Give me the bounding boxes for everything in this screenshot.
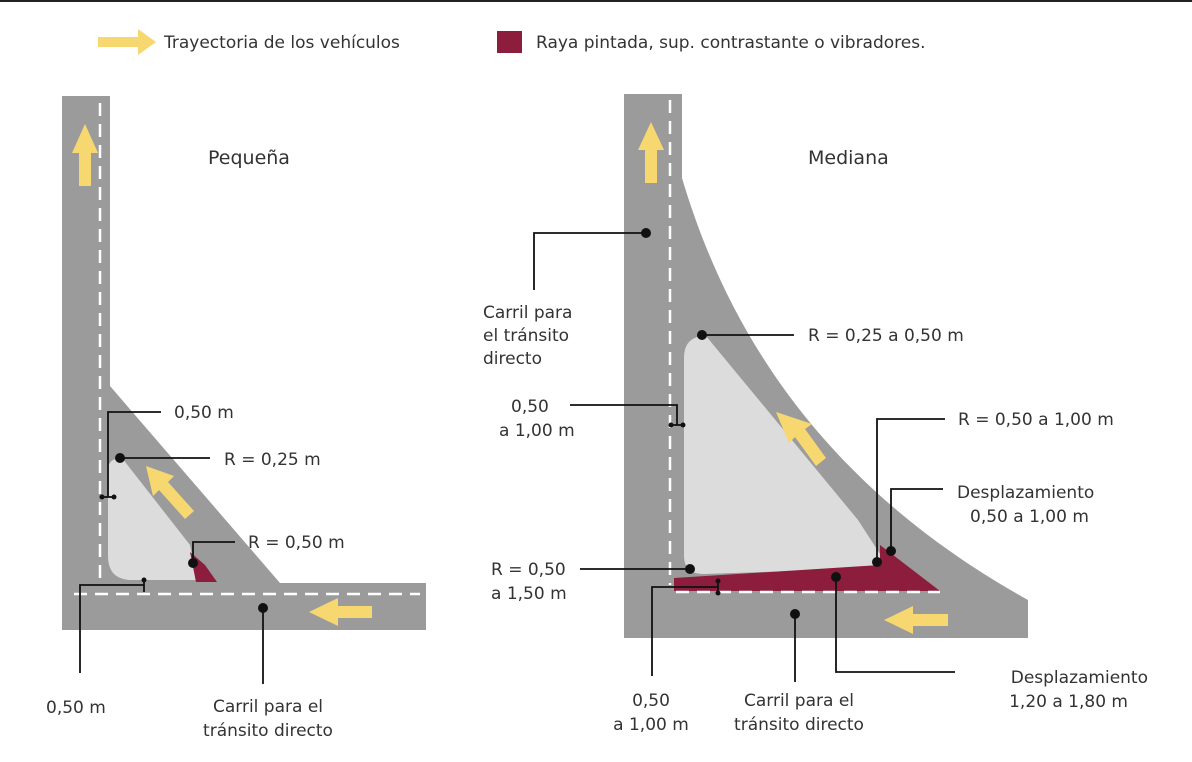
- medium-radius-top-label: R = 0,25 a 0,50 m: [808, 326, 964, 346]
- small-offset-dot-left: [99, 494, 105, 500]
- medium-offset-left-line1: 0,50: [511, 397, 549, 417]
- medium-displacement-right-line2: 0,50 a 1,00 m: [970, 507, 1089, 527]
- medium-radius-bottom-line2: a 1,50 m: [491, 584, 567, 604]
- top-rule: [0, 0, 1192, 2]
- legend-trajectory-arrow: [98, 29, 156, 55]
- small-title: Pequeña: [208, 147, 290, 169]
- medium-offset-bottom-dot-a: [715, 578, 721, 584]
- legend-marking-swatch: [497, 31, 522, 53]
- small-lane-label-line2: tránsito directo: [203, 721, 333, 741]
- medium-arrow-left: [884, 606, 948, 634]
- medium-radius-bottom-line1: R = 0,50: [491, 560, 566, 580]
- medium-lane-left-line2: el tránsito: [483, 326, 569, 346]
- small-radius025-label: R = 0,25 m: [224, 450, 321, 470]
- medium-leader-displacement-right: [890, 488, 943, 551]
- small-marking: [190, 552, 217, 582]
- medium-displacement-right-line1: Desplazamiento: [957, 483, 1094, 503]
- medium-offset-bottom-dot-b: [715, 590, 721, 596]
- medium-leader-radius-right: [876, 418, 945, 562]
- medium-leader-lane-left: [533, 232, 646, 290]
- legend: Trayectoria de los vehículos Raya pintad…: [98, 29, 926, 55]
- small-leader-radius050: [192, 541, 235, 563]
- medium-lane-bottom-line1: Carril para el: [744, 691, 854, 711]
- medium-marking: [674, 545, 940, 591]
- small-arrow-up: [72, 124, 98, 186]
- small-road: [62, 96, 426, 630]
- small-bottom-offset-dot: [141, 577, 147, 583]
- medium-offset-bottom-line2: a 1,00 m: [613, 715, 689, 735]
- medium-lane-bottom-line2: tránsito directo: [734, 715, 864, 735]
- small-offset-label: 0,50 m: [174, 403, 234, 423]
- medium-leader-displacement-bottom: [835, 577, 955, 673]
- medium-offset-left-line2: a 1,00 m: [499, 421, 575, 441]
- medium-island-diagram: Mediana Carril para el tránsito directo …: [483, 94, 1148, 735]
- medium-displacement-bottom-line2: 1,20 a 1,80 m: [1009, 692, 1128, 712]
- medium-arrow-diagonal: [776, 412, 826, 466]
- small-offset-dot-right: [111, 494, 117, 500]
- legend-trajectory-label: Trayectoria de los vehículos: [163, 33, 400, 53]
- small-island: [108, 458, 197, 580]
- small-arrow-left: [309, 598, 372, 626]
- medium-offset-left-dot-b: [680, 422, 686, 428]
- small-bottom-offset-label: 0,50 m: [46, 698, 106, 718]
- medium-lane-left-line1: Carril para: [483, 303, 572, 323]
- small-radius050-label: R = 0,50 m: [248, 533, 345, 553]
- legend-marking-label: Raya pintada, sup. contrastante o vibrad…: [536, 33, 926, 53]
- medium-displacement-bottom-line1: Desplazamiento: [1011, 668, 1148, 688]
- medium-offset-bottom-line1: 0,50: [632, 691, 670, 711]
- small-island-diagram: Pequeña 0,50 m R = 0,25 m R = 0,50 m 0,5…: [46, 96, 426, 741]
- medium-offset-left-dot-a: [668, 422, 674, 428]
- medium-radius-right-label: R = 0,50 a 1,00 m: [958, 410, 1114, 430]
- medium-title: Mediana: [808, 147, 889, 169]
- medium-arrow-up: [638, 122, 664, 183]
- small-lane-label-line1: Carril para el: [213, 697, 323, 717]
- medium-island: [684, 336, 880, 574]
- medium-leader-offset-left: [570, 404, 678, 425]
- medium-lane-left-line3: directo: [483, 349, 542, 369]
- small-arrow-diagonal: [146, 466, 194, 519]
- small-leader-offset: [107, 411, 161, 497]
